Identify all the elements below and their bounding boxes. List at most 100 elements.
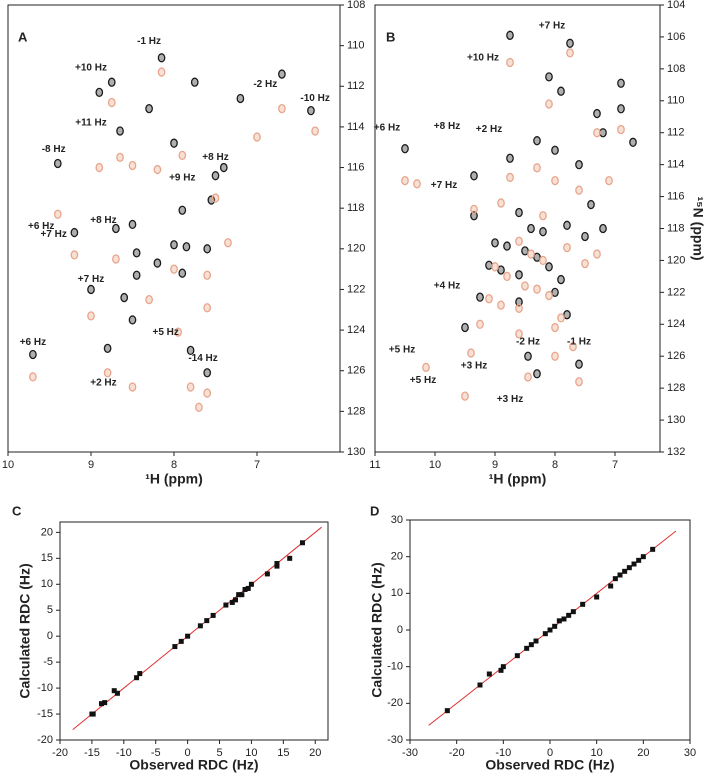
peak [128, 160, 137, 171]
data-point [547, 627, 553, 633]
y-tick-label: 114 [347, 121, 365, 133]
fit-line [72, 526, 322, 731]
peak [132, 248, 141, 258]
y-tick-label: -10 [37, 682, 53, 694]
data-point [561, 616, 567, 622]
y-tick-label: -5 [43, 656, 53, 668]
x-axis-label: Observed RDC (Hz) [129, 757, 258, 773]
peak [551, 175, 559, 186]
peak [107, 97, 116, 108]
peak [593, 249, 601, 259]
annotation: +6 Hz [374, 123, 400, 134]
peak [515, 236, 523, 246]
peak [527, 249, 535, 259]
data-point [636, 557, 642, 563]
peak [545, 99, 553, 109]
annotation: +8 Hz [90, 215, 116, 226]
annotation: +6 Hz [28, 221, 54, 232]
data-point [114, 690, 120, 696]
data-point [626, 565, 632, 571]
peak [53, 158, 62, 169]
x-tick-label: -5 [151, 747, 161, 759]
x-tick-label: 8 [171, 459, 177, 471]
peak [545, 290, 553, 301]
x-tick-label: 20 [309, 747, 321, 759]
data-point [556, 618, 562, 624]
x-tick-label: 15 [277, 747, 289, 759]
peak [103, 368, 112, 378]
data-point [533, 638, 539, 644]
data-point [528, 642, 534, 648]
data-point [197, 623, 203, 629]
peak [401, 144, 409, 154]
y-tick-label: 20 [41, 526, 53, 538]
annotation: +7 Hz [78, 274, 104, 285]
x-tick-label: -30 [402, 747, 418, 759]
x-tick-label: -20 [52, 747, 68, 759]
x-tick-label: 8 [552, 459, 558, 471]
peak [515, 303, 523, 313]
annotation: +8 Hz [202, 152, 228, 163]
y-tick-label: 10 [391, 587, 403, 599]
peak [581, 258, 589, 269]
data-point [486, 671, 492, 677]
peak [470, 204, 478, 214]
peak [533, 369, 541, 379]
x-tick-label: 7 [254, 459, 260, 471]
x-tick-label: 10 [429, 459, 441, 471]
x-axis-label: Observed RDC (Hz) [485, 757, 614, 773]
peak [593, 128, 601, 138]
annotation: -10 Hz [300, 93, 329, 104]
y-tick-label: 0 [47, 630, 53, 642]
plot-frame [59, 521, 329, 741]
peak [203, 388, 212, 398]
peak [128, 382, 137, 392]
y-tick-label: -15 [37, 708, 53, 720]
peak [593, 108, 601, 119]
peak [506, 153, 514, 163]
peak [29, 372, 37, 382]
peak [112, 223, 120, 234]
data-point [264, 571, 270, 577]
annotation: +2 Hz [90, 378, 116, 389]
peak [506, 172, 514, 183]
data-point [232, 597, 238, 603]
x-tick-label: -10 [116, 747, 132, 759]
annotation: +10 Hz [75, 63, 107, 74]
peak [401, 175, 409, 186]
x-tick-label: 5 [216, 747, 222, 759]
annotation: +7 Hz [539, 20, 565, 31]
peak [581, 231, 589, 242]
peak [178, 205, 187, 215]
y-tick-label: 20 [391, 551, 403, 563]
peak [203, 244, 212, 254]
data-point [178, 638, 184, 644]
peak [461, 322, 469, 333]
data-point [223, 602, 229, 608]
peak [515, 329, 523, 339]
peak [422, 362, 430, 373]
peak [87, 311, 95, 321]
peak [575, 359, 583, 369]
peak [476, 319, 484, 329]
x-tick-label: 30 [684, 747, 696, 759]
peak [491, 238, 499, 248]
y-tick-label: 128 [347, 405, 365, 417]
peak [566, 38, 574, 48]
peak [195, 402, 203, 412]
data-point [514, 653, 520, 659]
panel-label: A [18, 29, 28, 44]
peak [575, 159, 583, 170]
y-tick-label: 106 [667, 31, 685, 43]
y-tick-label: 124 [347, 324, 365, 336]
y-tick-label: 0 [397, 624, 403, 636]
peak [569, 341, 577, 352]
data-point [524, 645, 530, 651]
data-point [631, 561, 637, 567]
x-tick-label: 20 [637, 747, 649, 759]
y-tick-label: 130 [347, 446, 365, 458]
data-point [248, 581, 254, 587]
y-tick-label: 116 [347, 161, 365, 173]
peak [157, 67, 166, 77]
data-point [274, 561, 280, 567]
